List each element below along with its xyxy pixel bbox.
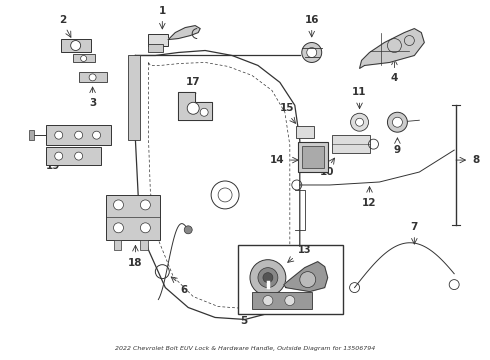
- Text: 16: 16: [304, 15, 319, 24]
- Bar: [46, 147, 100, 165]
- Circle shape: [263, 296, 273, 306]
- Text: 4: 4: [391, 73, 398, 84]
- Circle shape: [300, 272, 316, 288]
- Polygon shape: [178, 92, 212, 120]
- Circle shape: [187, 102, 199, 114]
- Text: 6: 6: [180, 285, 188, 294]
- Circle shape: [55, 131, 63, 139]
- Text: 8: 8: [472, 155, 479, 165]
- Bar: [29, 130, 34, 140]
- Circle shape: [200, 108, 208, 116]
- Circle shape: [89, 74, 96, 81]
- Text: 10: 10: [319, 167, 334, 177]
- Circle shape: [307, 48, 317, 58]
- Circle shape: [388, 112, 407, 132]
- Circle shape: [114, 200, 123, 210]
- Circle shape: [141, 200, 150, 210]
- Circle shape: [184, 226, 192, 234]
- Circle shape: [74, 131, 83, 139]
- Circle shape: [258, 268, 278, 288]
- Circle shape: [285, 296, 295, 306]
- Circle shape: [356, 118, 364, 126]
- Bar: [148, 44, 163, 53]
- Text: 13: 13: [298, 245, 311, 255]
- Text: 15: 15: [280, 103, 294, 113]
- Bar: [302, 146, 324, 168]
- Circle shape: [74, 152, 83, 160]
- Circle shape: [263, 273, 273, 283]
- Bar: [238, 245, 343, 315]
- Circle shape: [302, 42, 322, 62]
- Bar: [78, 72, 106, 82]
- Text: 5: 5: [240, 316, 247, 327]
- Text: 9: 9: [394, 145, 401, 155]
- Polygon shape: [284, 262, 328, 292]
- Text: 7: 7: [411, 222, 418, 232]
- Circle shape: [71, 41, 81, 50]
- Circle shape: [55, 152, 63, 160]
- Bar: [332, 135, 369, 153]
- Circle shape: [250, 260, 286, 296]
- Circle shape: [141, 223, 150, 233]
- Text: 19: 19: [46, 161, 60, 171]
- Bar: [114, 240, 122, 250]
- Circle shape: [93, 131, 100, 139]
- Text: 18: 18: [128, 258, 143, 268]
- Text: 14: 14: [270, 155, 285, 165]
- Text: 17: 17: [186, 77, 200, 87]
- Circle shape: [114, 223, 123, 233]
- Circle shape: [350, 113, 368, 131]
- Text: 12: 12: [362, 198, 377, 208]
- Bar: [46, 125, 111, 145]
- Polygon shape: [61, 39, 91, 53]
- Bar: [141, 240, 148, 250]
- Bar: [252, 292, 312, 310]
- Bar: [148, 33, 168, 45]
- Polygon shape: [360, 28, 424, 68]
- Text: 2022 Chevrolet Bolt EUV Lock & Hardware Handle, Outside Diagram for 13506794: 2022 Chevrolet Bolt EUV Lock & Hardware …: [115, 346, 375, 351]
- Text: 3: 3: [89, 98, 96, 108]
- Circle shape: [392, 117, 402, 127]
- Bar: [105, 195, 160, 240]
- Polygon shape: [168, 26, 200, 40]
- Circle shape: [81, 55, 87, 62]
- Bar: [128, 55, 141, 140]
- Text: 1: 1: [159, 6, 166, 15]
- Bar: [73, 54, 95, 62]
- Text: 2: 2: [59, 15, 66, 24]
- Bar: [296, 126, 314, 138]
- Text: 11: 11: [352, 87, 367, 97]
- Bar: [298, 142, 328, 172]
